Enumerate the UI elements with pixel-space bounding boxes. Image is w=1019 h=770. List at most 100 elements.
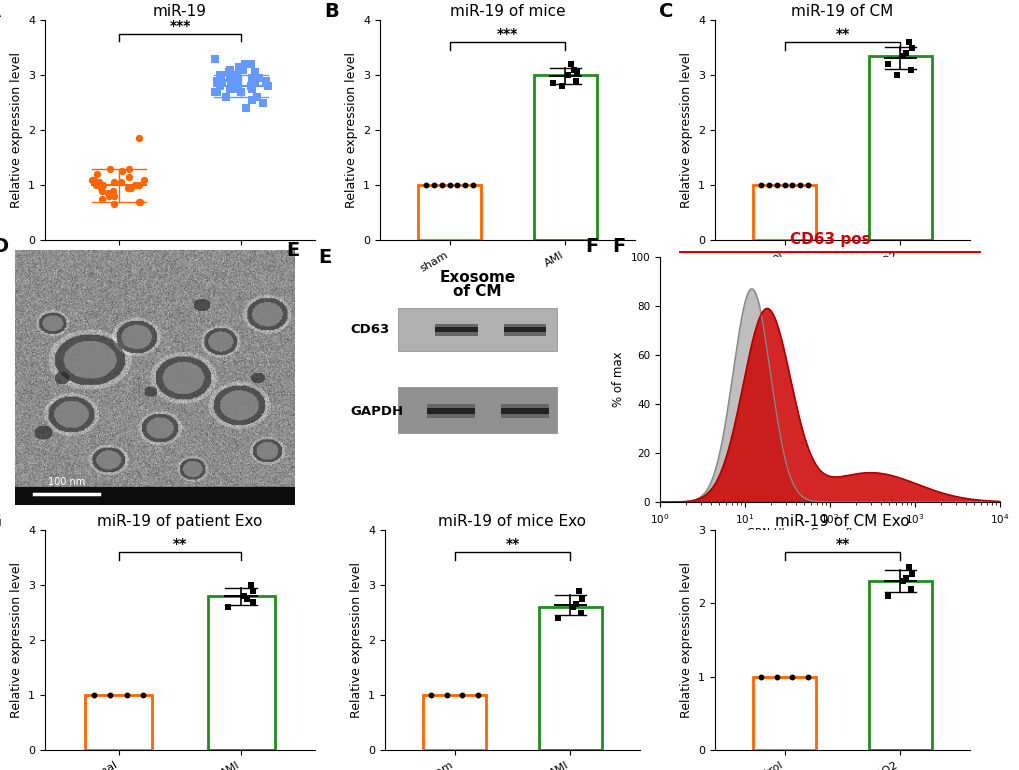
Point xyxy=(245,595,261,608)
Point xyxy=(207,85,223,98)
Point xyxy=(130,179,147,191)
FancyBboxPatch shape xyxy=(503,323,546,336)
Point xyxy=(130,132,147,145)
Point xyxy=(799,179,815,191)
Point xyxy=(212,77,228,89)
X-axis label: GRN-HLog:: Green fluorescence
(GRN-HLog): GRN-HLog:: Green fluorescence (GRN-HLog) xyxy=(747,528,912,550)
Y-axis label: Relative expression level: Relative expression level xyxy=(350,562,362,718)
Point xyxy=(900,36,916,49)
Point xyxy=(457,179,473,191)
Point xyxy=(86,689,102,701)
Point xyxy=(212,69,228,81)
Point xyxy=(100,187,116,199)
Text: CD63: CD63 xyxy=(350,323,389,336)
Bar xyxy=(417,185,481,240)
Point xyxy=(85,173,101,186)
FancyBboxPatch shape xyxy=(397,308,556,351)
Point xyxy=(423,689,439,701)
Point xyxy=(228,82,245,95)
Text: B: B xyxy=(324,2,338,22)
Text: of CM: of CM xyxy=(452,284,501,299)
Point xyxy=(768,671,785,683)
Point xyxy=(95,179,111,191)
Point xyxy=(565,601,581,613)
Point xyxy=(418,179,434,191)
Title: miR-19 of mice: miR-19 of mice xyxy=(449,4,565,18)
Point xyxy=(568,66,584,79)
Point xyxy=(213,69,229,81)
Point xyxy=(88,179,104,191)
Text: 100 nm: 100 nm xyxy=(48,477,85,487)
Title: miR-19: miR-19 xyxy=(153,4,207,18)
Point xyxy=(112,176,128,189)
Point xyxy=(94,184,110,196)
Point xyxy=(113,165,129,177)
Point xyxy=(211,80,227,92)
Point xyxy=(258,75,274,87)
Point xyxy=(223,77,239,89)
FancyBboxPatch shape xyxy=(427,408,475,414)
Title: miR-19 of mice Exo: miR-19 of mice Exo xyxy=(438,514,586,529)
Title: miR-19 of CM Exo: miR-19 of CM Exo xyxy=(774,514,909,529)
Point xyxy=(245,584,261,597)
Y-axis label: Relative expression level: Relative expression level xyxy=(344,52,358,208)
Bar xyxy=(538,607,602,750)
Text: CD63 pos: CD63 pos xyxy=(789,233,869,247)
Bar xyxy=(868,581,931,750)
FancyBboxPatch shape xyxy=(435,323,477,336)
Point xyxy=(207,52,223,65)
Point xyxy=(448,179,465,191)
Point xyxy=(106,198,122,210)
Point xyxy=(238,593,255,605)
Y-axis label: Relative expression level: Relative expression level xyxy=(679,562,692,718)
Point xyxy=(244,72,260,84)
Text: F: F xyxy=(585,237,598,256)
Point xyxy=(453,689,470,701)
Point xyxy=(228,69,245,81)
Point xyxy=(438,689,454,701)
Point xyxy=(469,689,485,701)
Point xyxy=(791,179,807,191)
Point xyxy=(230,61,247,73)
Point xyxy=(106,176,122,189)
Point xyxy=(559,69,576,81)
Point xyxy=(260,80,276,92)
Text: F: F xyxy=(611,237,625,256)
Point xyxy=(752,179,768,191)
Point xyxy=(237,102,254,114)
Point xyxy=(118,689,135,701)
Point xyxy=(897,47,913,59)
Point xyxy=(136,173,152,186)
Bar xyxy=(533,75,597,240)
Point xyxy=(119,182,136,194)
Text: D: D xyxy=(0,237,9,256)
Point xyxy=(573,593,589,605)
Point xyxy=(105,184,121,196)
Point xyxy=(106,190,122,203)
Y-axis label: Relative expression level: Relative expression level xyxy=(9,562,22,718)
Title: miR-19 of patient Exo: miR-19 of patient Exo xyxy=(97,514,263,529)
Point xyxy=(894,575,910,588)
Point xyxy=(221,72,237,84)
Y-axis label: Relative expression level: Relative expression level xyxy=(679,52,692,208)
Bar xyxy=(85,695,152,750)
FancyBboxPatch shape xyxy=(503,327,546,333)
Text: ***: *** xyxy=(169,18,191,32)
Point xyxy=(433,179,449,191)
Point xyxy=(426,179,442,191)
FancyBboxPatch shape xyxy=(501,404,548,418)
Point xyxy=(784,671,800,683)
Point xyxy=(86,173,102,186)
Point xyxy=(120,162,137,175)
Point xyxy=(228,77,245,89)
Point xyxy=(573,606,589,618)
Point xyxy=(214,77,230,89)
Point xyxy=(235,590,252,602)
Point xyxy=(752,671,768,683)
Text: G: G xyxy=(0,512,2,531)
Point xyxy=(549,612,566,624)
Point xyxy=(568,75,584,87)
Point xyxy=(897,571,913,584)
Text: **: ** xyxy=(835,537,849,551)
Point xyxy=(544,77,560,89)
